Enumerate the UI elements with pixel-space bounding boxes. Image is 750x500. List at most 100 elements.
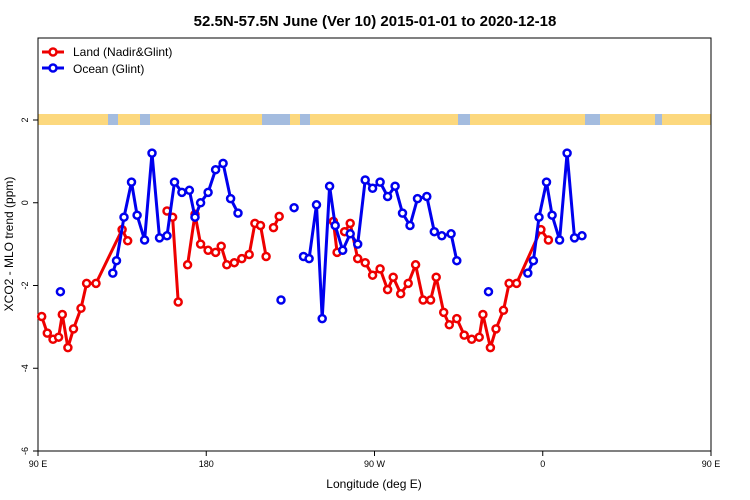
data-point-ocean (382, 191, 393, 202)
data-point-ocean (452, 255, 462, 266)
data-point-land (382, 284, 393, 295)
data-point-land (122, 236, 133, 246)
data-point-ocean (446, 229, 456, 239)
data-point-ocean (119, 212, 129, 222)
data-point-land (57, 309, 68, 320)
series-line-ocean (302, 178, 459, 321)
x-tick-label: 0 (540, 459, 545, 469)
data-point-ocean (483, 286, 494, 297)
data-point-ocean (375, 177, 385, 187)
data-point-ocean (437, 231, 447, 241)
data-point-ocean (405, 220, 415, 231)
land-patch (150, 114, 262, 125)
data-point-ocean (190, 212, 200, 222)
x-tick-label: 90 W (364, 459, 386, 469)
data-point-ocean (367, 183, 378, 194)
data-point-ocean (147, 148, 157, 158)
y-tick-label: 0 (20, 200, 30, 205)
data-point-ocean (569, 233, 580, 243)
data-point-land (410, 260, 421, 270)
land-patch (290, 114, 300, 125)
data-point-ocean (218, 158, 228, 169)
data-point-land (81, 278, 92, 289)
data-point-land (345, 218, 355, 229)
data-point-ocean (554, 235, 565, 245)
data-point-land (261, 251, 271, 262)
data-point-land (485, 342, 496, 353)
series-ocean (55, 148, 587, 324)
y-tick-label: 2 (20, 117, 30, 122)
data-point-ocean (412, 193, 423, 204)
data-point-ocean (324, 181, 335, 191)
data-point-land (459, 330, 469, 340)
data-point-ocean (541, 177, 552, 187)
legend-marker-land (48, 47, 58, 57)
data-point-ocean (210, 164, 221, 175)
data-point-land (511, 278, 522, 289)
data-point-ocean (55, 286, 66, 297)
data-point-land (42, 328, 53, 338)
data-point-ocean (390, 181, 400, 191)
data-point-land (210, 247, 221, 258)
data-point-ocean (203, 187, 213, 198)
data-point-ocean (154, 233, 165, 243)
data-point-land (425, 295, 436, 305)
data-point-land (418, 295, 428, 305)
legend-label-land: Land (Nadir&Glint) (73, 45, 172, 59)
x-axis: 90 E 180 90 W 0 90 E (29, 451, 720, 469)
data-point-land (360, 257, 370, 268)
data-point-ocean (534, 212, 544, 222)
x-axis-title: Longitude (deg E) (326, 477, 421, 491)
series-line-land (40, 228, 130, 350)
data-point-land (237, 253, 247, 264)
data-point-land (53, 332, 64, 342)
data-point-land (268, 222, 279, 233)
x-tick-label: 180 (199, 459, 214, 469)
land-patch (662, 114, 711, 125)
data-point-land (395, 289, 406, 299)
data-point-land (63, 342, 73, 353)
land-patch (470, 114, 585, 125)
data-point-land (68, 324, 79, 334)
data-point-ocean (523, 268, 533, 278)
series-layer (36, 148, 587, 353)
land-patch (310, 114, 458, 125)
data-point-ocean (195, 198, 206, 208)
land-patch (118, 114, 140, 125)
data-point-land (216, 241, 226, 251)
data-point-land (543, 235, 554, 245)
data-point-land (444, 320, 455, 330)
data-point-ocean (162, 231, 172, 241)
land-patch (600, 114, 655, 125)
series-line-land (343, 221, 550, 350)
data-point-land (255, 220, 266, 231)
y-axis: -6 -4 -2 0 2 (20, 117, 38, 455)
legend-label-ocean: Ocean (Glint) (73, 62, 144, 76)
data-point-ocean (317, 313, 327, 324)
data-point-land (388, 272, 398, 282)
x-tick-label: 90 E (29, 459, 48, 469)
data-point-land (91, 278, 101, 289)
data-point-ocean (304, 253, 314, 264)
data-point-land (491, 324, 501, 334)
data-point-land (375, 264, 385, 274)
data-point-ocean (225, 193, 236, 204)
y-tick-label: -6 (20, 447, 30, 455)
data-point-ocean (360, 175, 370, 185)
data-point-land (504, 278, 514, 289)
data-point-ocean (397, 208, 408, 218)
data-point-ocean (429, 226, 440, 237)
data-point-land (367, 270, 378, 280)
chart-title: 52.5N-57.5N June (Ver 10) 2015-01-01 to … (194, 13, 557, 30)
data-point-land (478, 309, 488, 320)
data-point-ocean (311, 200, 322, 210)
data-point-ocean (177, 187, 187, 198)
data-point-land (76, 303, 86, 314)
data-point-ocean (562, 148, 572, 158)
data-point-ocean (108, 268, 118, 278)
data-point-ocean (352, 239, 363, 249)
data-point-land (438, 307, 449, 318)
data-point-land (222, 260, 232, 270)
land-ocean-strip (38, 114, 711, 125)
